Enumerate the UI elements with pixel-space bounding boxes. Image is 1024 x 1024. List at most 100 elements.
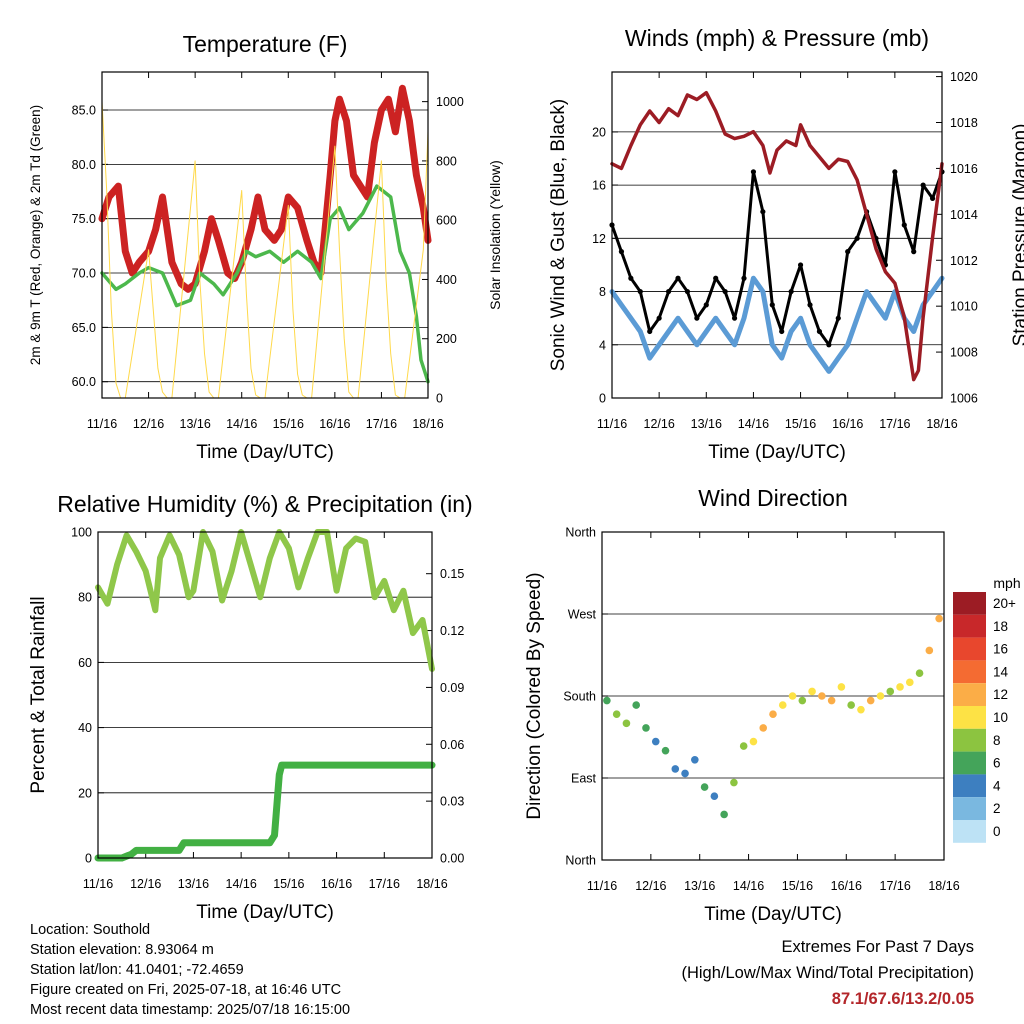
- gust-point: [722, 288, 728, 295]
- x-tick-label: 16/16: [319, 417, 350, 431]
- x-axis-label: Time (Day/UTC): [708, 442, 846, 463]
- x-axis-label: Time (Day/UTC): [704, 904, 842, 925]
- gust-point: [684, 288, 691, 295]
- wind-direction-point: [691, 755, 699, 764]
- y2-tick-label: 1000: [436, 95, 464, 109]
- x-tick-label: 17/16: [369, 877, 400, 891]
- wind-direction-point: [749, 737, 758, 746]
- colorbar-swatch: [953, 637, 986, 661]
- gust-point: [826, 342, 832, 348]
- x-tick-label: 15/16: [273, 417, 304, 431]
- x-axis-label: Time (Day/UTC): [196, 442, 334, 463]
- wind-direction-point: [896, 683, 904, 691]
- colorbar-label: 12: [993, 687, 1008, 702]
- wind-direction-point: [651, 737, 660, 746]
- chart-title: Wind Direction: [698, 485, 848, 511]
- gust-point: [807, 302, 813, 308]
- y-axis-label: Direction (Colored By Speed): [524, 572, 545, 819]
- y2-tick-label: 0.12: [440, 624, 464, 638]
- y-tick-label: 70.0: [72, 267, 96, 281]
- y2-tick-label: 1010: [950, 300, 978, 314]
- created-text: Figure created on Fri, 2025-07-18, at 16…: [30, 982, 342, 998]
- y2-tick-label: 1014: [950, 208, 978, 222]
- plot-frame: [97, 531, 433, 859]
- y2-tick-label: 0: [436, 392, 443, 406]
- wind-direction-point: [798, 696, 807, 705]
- y2-tick-label: 1020: [950, 70, 978, 84]
- x-tick-label: 16/16: [321, 877, 352, 891]
- x-tick-label: 18/16: [412, 417, 443, 431]
- plot-frame: [601, 531, 945, 861]
- wind-direction-point: [788, 692, 797, 700]
- wind-direction-point: [632, 701, 640, 709]
- x-tick-label: 12/16: [133, 417, 164, 431]
- wind-direction-point: [866, 696, 875, 705]
- y-tick-label: 4: [599, 338, 606, 352]
- colorbar-swatch: [953, 706, 986, 729]
- y-tick-label: West: [568, 608, 597, 622]
- y-tick-label: South: [563, 690, 596, 704]
- pressure-series-line: [610, 90, 944, 382]
- y2-tick-label: 0.00: [440, 852, 464, 866]
- colorbar-swatch: [953, 614, 986, 638]
- wind-speed-colorbar: mph 20+ 18 16 14 12 10 8 6 4 2 0: [953, 575, 1021, 843]
- extremes-title: Extremes For Past 7 Days: [781, 938, 974, 956]
- x-tick-label: 17/16: [366, 417, 397, 431]
- colorbar-label: 8: [993, 733, 1001, 748]
- wind-direction-point: [876, 692, 885, 700]
- gust-series-line: [610, 170, 944, 347]
- y2-tick-label: 1006: [950, 392, 978, 406]
- x-tick-label: 18/16: [928, 879, 959, 893]
- gust-point: [854, 235, 860, 241]
- y-tick-label: 0: [85, 852, 92, 866]
- rh-series-line: [95, 529, 435, 672]
- extremes-values: 87.1/67.6/13.2/0.05: [831, 990, 974, 1008]
- y-tick-label: 80: [78, 591, 92, 605]
- wind-direction-point: [700, 783, 709, 791]
- x-tick-label: 12/16: [635, 879, 666, 893]
- gust-point: [656, 315, 662, 321]
- x-tick-label: 17/16: [879, 417, 910, 431]
- wind-direction-point: [935, 614, 943, 623]
- x-tick-label: 14/16: [733, 879, 764, 893]
- x-tick-label: 14/16: [226, 877, 257, 891]
- gust-point: [901, 222, 907, 228]
- y-axis-label: Sonic Wind & Gust (Blue, Black): [548, 99, 569, 371]
- location-text: Location: Southold: [30, 922, 151, 938]
- wind-direction-point: [847, 701, 855, 709]
- solar-series-line: [101, 101, 429, 399]
- gust-point: [760, 209, 766, 215]
- y2-tick-label: 0.15: [440, 567, 464, 581]
- temp2m-series-line: [98, 84, 432, 293]
- wind-direction-point: [778, 701, 787, 709]
- y-tick-label: 12: [592, 232, 606, 246]
- wind-direction-point: [681, 769, 689, 778]
- y2-axis-label: Station Pressure (Maroon): [1010, 124, 1024, 347]
- colorbar-label: 4: [993, 778, 1001, 793]
- wind-direction-point: [827, 696, 836, 705]
- colorbar-label: 6: [993, 756, 1001, 771]
- colorbar-label: 20+: [993, 596, 1016, 611]
- x-tick-label: 16/16: [831, 879, 862, 893]
- gust-point: [675, 275, 681, 281]
- precip-series-line: [94, 761, 436, 862]
- wind-direction-point: [603, 696, 611, 705]
- gust-point: [835, 315, 841, 321]
- x-tick-label: 14/16: [226, 417, 257, 431]
- x-tick-label: 13/16: [691, 417, 722, 431]
- x-tick-label: 11/16: [587, 879, 617, 893]
- elevation-text: Station elevation: 8.93064 m: [30, 942, 214, 958]
- gust-point: [797, 262, 804, 268]
- wind-direction-point: [671, 765, 680, 773]
- y-tick-label: 20: [78, 786, 92, 800]
- wind-direction-point: [886, 687, 895, 696]
- x-tick-label: 12/16: [644, 417, 675, 431]
- colorbar-swatch: [953, 592, 986, 615]
- extremes-box: Extremes For Past 7 Days (High/Low/Max W…: [681, 934, 974, 1012]
- x-tick-label: 11/16: [597, 417, 627, 431]
- x-tick-label: 13/16: [178, 877, 209, 891]
- colorbar-swatch: [953, 751, 986, 775]
- y-tick-label: 75.0: [72, 212, 96, 226]
- y2-axis-label: Solar Insolation (Yellow): [487, 160, 503, 310]
- x-tick-label: 15/16: [273, 877, 304, 891]
